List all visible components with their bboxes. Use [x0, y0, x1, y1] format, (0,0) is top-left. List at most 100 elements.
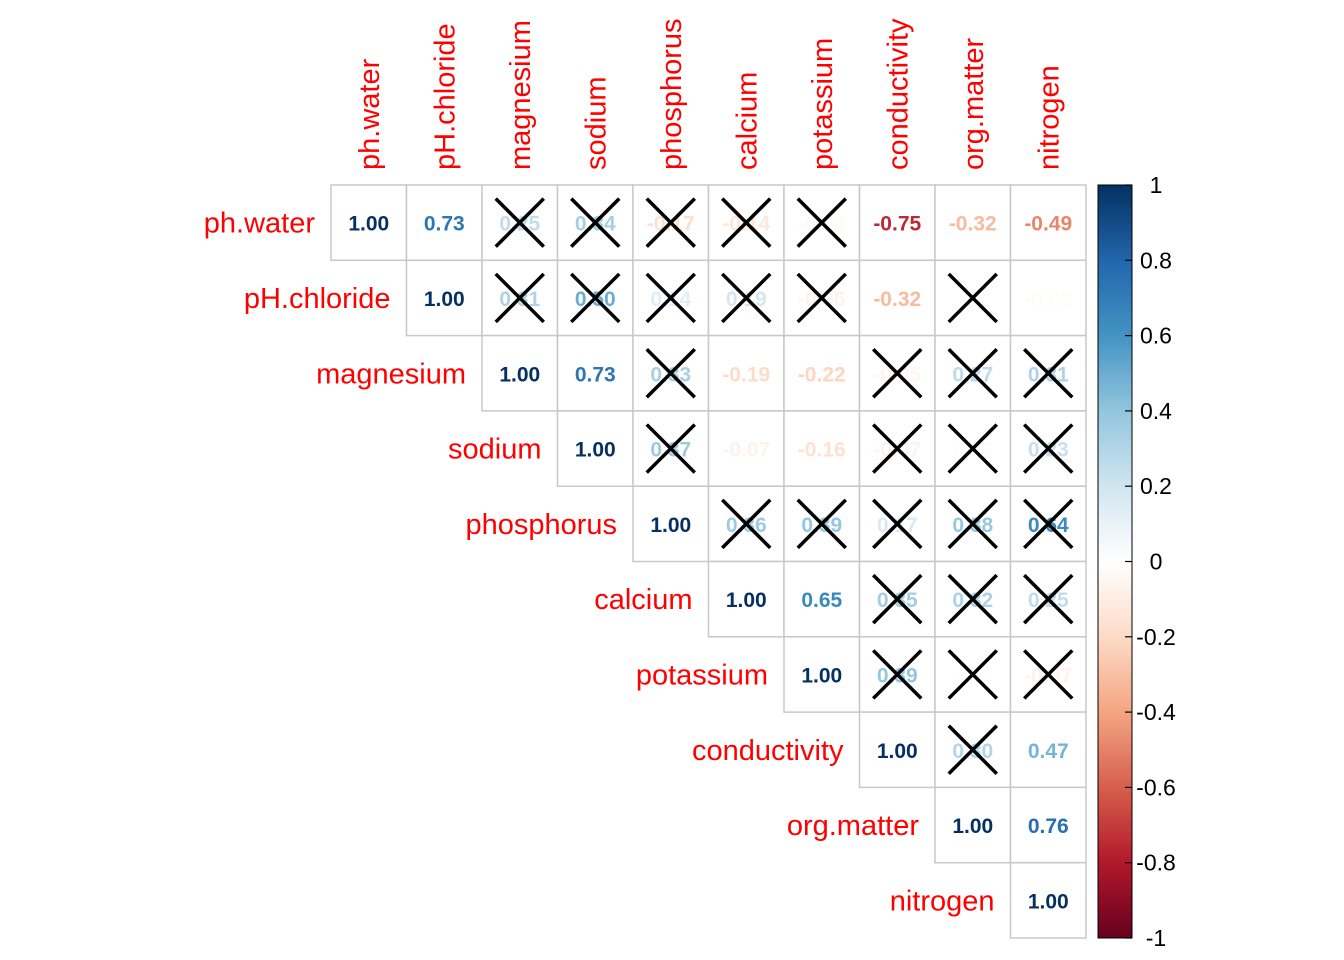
- cell-value: 0.65: [801, 589, 842, 612]
- column-label-sodium: sodium: [580, 77, 612, 171]
- color-legend-tick-label: -1: [1146, 925, 1166, 951]
- row-label-calcium: calcium: [594, 584, 692, 616]
- insignificant-cross-icon: [872, 573, 923, 625]
- cell-value: 1.00: [650, 514, 691, 537]
- insignificant-cross-icon: [947, 649, 998, 700]
- cell-phosphorus-nitrogen: 0.64: [1009, 485, 1087, 563]
- insignificant-cross-icon: [947, 348, 998, 399]
- insignificant-cross-icon: [721, 498, 772, 550]
- column-label-nitrogen: nitrogen: [1033, 65, 1065, 170]
- cell-value: 0.47: [1028, 740, 1069, 763]
- cell-value: 1.00: [575, 439, 616, 462]
- cell-magnesium-potassium: -0.22: [783, 334, 861, 412]
- cell-nitrogen-nitrogen: 1.00: [1009, 861, 1087, 939]
- insignificant-cross-icon: [570, 272, 621, 324]
- cell-value: -0.16: [798, 439, 846, 462]
- insignificant-cross-icon: [872, 498, 923, 550]
- insignificant-cross-icon: [645, 348, 696, 399]
- cell-org.matter-org.matter: 1.00: [934, 786, 1012, 864]
- cell-calcium-potassium: 0.65: [783, 560, 861, 638]
- cell-ph.water-nitrogen: -0.49: [1009, 184, 1087, 262]
- cell-border: [707, 410, 785, 487]
- cell-value: -0.19: [722, 363, 770, 386]
- insignificant-cross-icon: [947, 498, 998, 550]
- cell-value: 0.73: [575, 363, 616, 386]
- cell-ph.water-magnesium: 0.25: [481, 184, 559, 262]
- cell-border: [405, 259, 483, 337]
- cell-border: [783, 410, 861, 487]
- color-legend-tick-label: -0.8: [1136, 850, 1176, 876]
- insignificant-cross-icon: [1023, 348, 1074, 399]
- cell-border: [1009, 861, 1087, 939]
- cell-border: [707, 560, 785, 638]
- color-legend-tick-label: 0.4: [1140, 398, 1172, 424]
- insignificant-cross-icon: [721, 272, 772, 324]
- cell-border: [1009, 786, 1087, 864]
- row-label-nitrogen: nitrogen: [890, 885, 995, 917]
- cell-border: [707, 485, 785, 563]
- cell-value: 1.00: [877, 740, 918, 763]
- row-label-org.matter: org.matter: [787, 810, 919, 842]
- cell-magnesium-nitrogen: 0.31: [1009, 334, 1087, 412]
- cell-border: [707, 184, 785, 262]
- insignificant-cross-icon: [872, 423, 923, 474]
- insignificant-cross-icon: [494, 197, 545, 248]
- cell-ph.water-phosphorus: -0.17: [632, 184, 710, 262]
- insignificant-cross-icon: [796, 498, 847, 550]
- row-label-conductivity: conductivity: [692, 735, 844, 767]
- row-label-pH.chloride: pH.chloride: [244, 283, 391, 315]
- cell-border: [330, 184, 408, 262]
- color-legend-tick-label: 0.8: [1140, 247, 1172, 273]
- insignificant-cross-icon: [1023, 498, 1074, 550]
- cell-value: -0.49: [1024, 213, 1072, 236]
- cell-ph.water-pH.chloride: 0.73: [405, 184, 483, 262]
- cell-ph.water-sodium: 0.34: [556, 184, 634, 262]
- column-label-pH.chloride: pH.chloride: [429, 23, 461, 170]
- insignificant-cross-icon: [1023, 649, 1074, 700]
- cell-calcium-org.matter: 0.32: [934, 560, 1012, 638]
- row-labels: ph.water pH.chloride magnesium sodium phosph…: [204, 208, 995, 918]
- cell-pH.chloride-potassium: -0.06: [783, 259, 861, 337]
- cell-magnesium-org.matter: 0.27: [934, 334, 1012, 412]
- cell-pH.chloride-magnesium: 0.31: [481, 259, 559, 337]
- cell-magnesium-sodium: 0.73: [556, 334, 634, 412]
- insignificant-cross-icon: [796, 272, 847, 324]
- insignificant-cross-icon: [947, 423, 998, 474]
- insignificant-cross-icon: [645, 197, 696, 248]
- color-legend-tick-label: 0: [1150, 549, 1163, 575]
- cell-border: [858, 711, 936, 789]
- insignificant-cross-icon: [1023, 423, 1074, 474]
- column-label-ph.water: ph.water: [354, 58, 386, 170]
- cell-value: 0.73: [424, 213, 465, 236]
- cell-magnesium-calcium: -0.19: [707, 334, 785, 412]
- insignificant-cross-icon: [872, 348, 923, 399]
- cell-magnesium-magnesium: 1.00: [481, 334, 559, 412]
- cell-value: -0.22: [798, 363, 846, 386]
- row-label-potassium: potassium: [636, 659, 768, 691]
- cell-pH.chloride-nitrogen: -0.02: [1009, 259, 1087, 337]
- cell-phosphorus-org.matter: 0.38: [934, 485, 1012, 563]
- insignificant-cross-icon: [947, 724, 998, 775]
- insignificant-cross-icon: [796, 197, 847, 248]
- insignificant-cross-icon: [645, 272, 696, 324]
- insignificant-cross-icon: [872, 649, 923, 700]
- insignificant-cross-icon: [570, 197, 621, 248]
- row-label-phosphorus: phosphorus: [465, 509, 617, 541]
- cell-pH.chloride-sodium: 0.50: [556, 259, 634, 337]
- cell-phosphorus-calcium: 0.36: [707, 485, 785, 563]
- insignificant-cross-icon: [1023, 573, 1074, 625]
- cell-border: [405, 184, 483, 262]
- cell-pH.chloride-calcium: 0.19: [707, 259, 785, 337]
- matrix-cells: 1.000.730.250.34-0.17-0.14-0.03-0.75-0.3…: [330, 184, 1087, 939]
- cell-calcium-calcium: 1.00: [707, 560, 785, 638]
- cell-value: 1.00: [348, 213, 389, 236]
- insignificant-cross-icon: [645, 423, 696, 474]
- cell-value: 1.00: [801, 664, 842, 687]
- column-labels: ph.water pH.chloride magnesium sodium phosph…: [354, 18, 1066, 170]
- cell-value: -0.07: [722, 439, 770, 462]
- cell-phosphorus-potassium: 0.39: [783, 485, 861, 563]
- cell-value: 1.00: [424, 288, 465, 311]
- color-legend-tick-label: 0.6: [1140, 323, 1172, 349]
- cell-sodium-calcium: -0.07: [707, 410, 785, 487]
- cell-potassium-conductivity: 0.39: [858, 636, 936, 713]
